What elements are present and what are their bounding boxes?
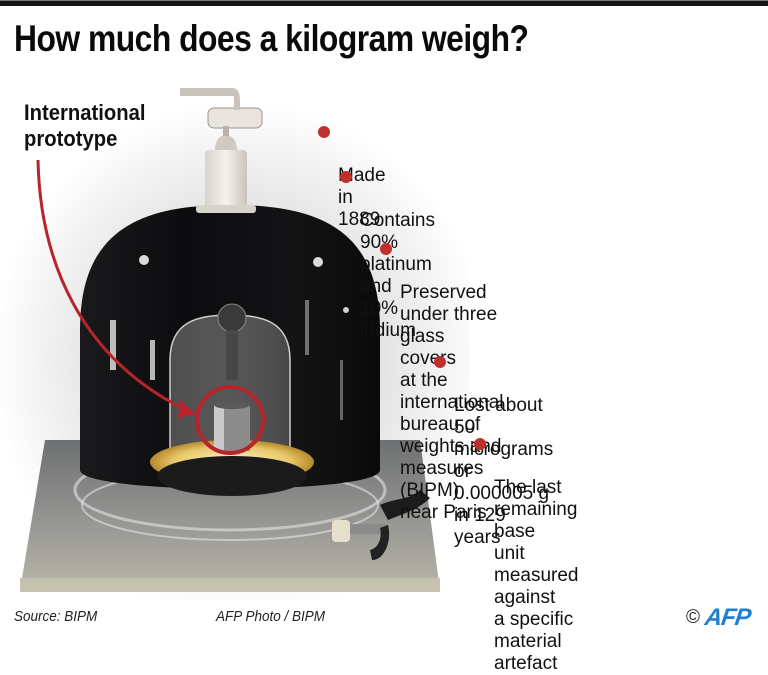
fact-text: Preserved under three glass covers at th… [400, 282, 504, 523]
highlight-circle [195, 385, 265, 455]
copyright-icon: © [686, 607, 700, 628]
fact-last-base-unit: The last remaining base unit measured ag… [472, 433, 579, 675]
prototype-label-line2: prototype [24, 126, 118, 151]
page-title: How much does a kilogram weigh? [14, 18, 529, 59]
fact-preserved: Preserved under three glass covers at th… [378, 238, 504, 524]
bullet-icon [380, 243, 392, 255]
afp-copyright: © AFP [686, 604, 752, 632]
prototype-label-line1: International [24, 100, 146, 125]
afp-logo: AFP [703, 604, 752, 631]
bullet-icon [474, 438, 486, 450]
fact-text: The last remaining base unit measured ag… [494, 477, 579, 674]
kilogram-prototype-photo [0, 88, 470, 600]
top-bar [0, 0, 768, 6]
photo-credit: AFP Photo / BIPM [216, 608, 326, 625]
pointer-arrow [36, 159, 191, 414]
prototype-label: International prototype [24, 100, 145, 152]
bullet-icon [434, 356, 446, 368]
source-credit: Source: BIPM [14, 608, 98, 625]
bullet-icon [340, 171, 352, 183]
bullet-icon [318, 126, 330, 138]
